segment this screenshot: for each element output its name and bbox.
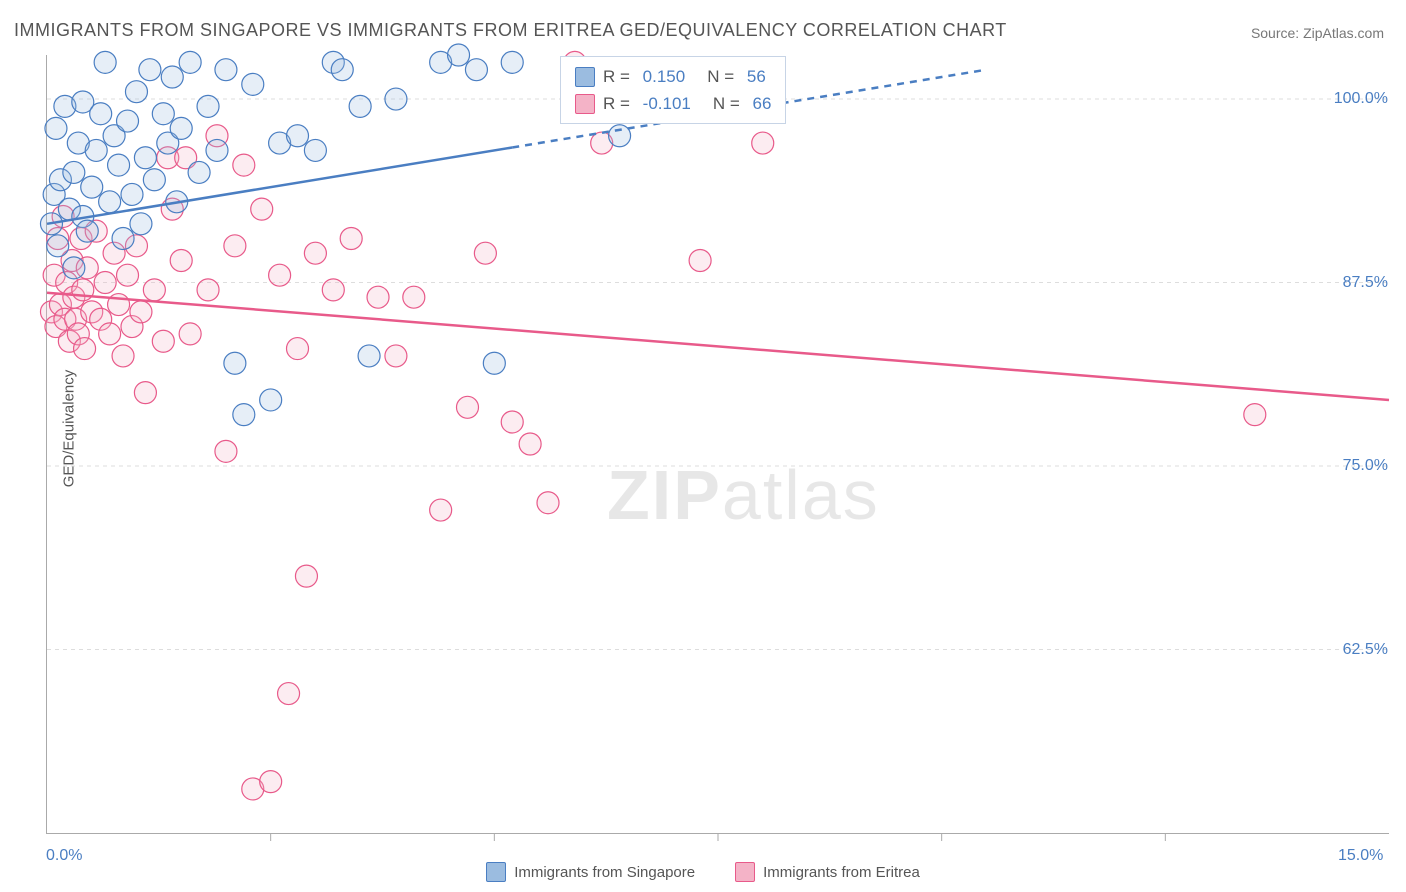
chart-svg <box>47 55 1389 833</box>
legend-bottom: Immigrants from Singapore Immigrants from… <box>0 862 1406 882</box>
y-tick-label: 87.5% <box>1343 274 1388 292</box>
y-tick-label: 62.5% <box>1343 641 1388 659</box>
swatch-icon <box>486 862 506 882</box>
swatch-icon <box>575 94 595 114</box>
stats-row: R = -0.101N = 66 <box>575 90 771 117</box>
stats-legend-box: R = 0.150N = 56R = -0.101N = 66 <box>560 56 786 124</box>
swatch-icon <box>575 67 595 87</box>
y-tick-label: 100.0% <box>1334 90 1388 108</box>
chart-plot-area: ZIPatlas <box>46 55 1389 834</box>
chart-title: IMMIGRANTS FROM SINGAPORE VS IMMIGRANTS … <box>14 20 1007 41</box>
y-tick-label: 75.0% <box>1343 457 1388 475</box>
stats-row: R = 0.150N = 56 <box>575 63 771 90</box>
legend-item: Immigrants from Eritrea <box>735 862 920 882</box>
swatch-icon <box>735 862 755 882</box>
chart-source: Source: ZipAtlas.com <box>1251 25 1384 41</box>
legend-item: Immigrants from Singapore <box>486 862 695 882</box>
